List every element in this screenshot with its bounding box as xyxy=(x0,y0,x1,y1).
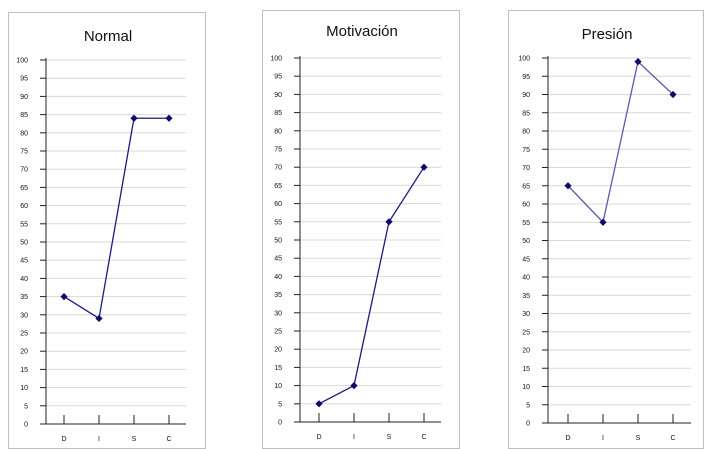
data-point-marker xyxy=(165,114,173,122)
data-point-marker xyxy=(564,182,572,190)
y-tick-label: 85 xyxy=(522,110,530,117)
data-point-marker xyxy=(130,114,138,122)
y-tick-label: 45 xyxy=(274,256,282,263)
y-tick-label: 65 xyxy=(20,185,28,192)
y-tick-label: 60 xyxy=(274,201,282,208)
data-point-marker xyxy=(385,218,393,226)
y-tick-label: 70 xyxy=(274,165,282,172)
y-tick-label: 0 xyxy=(278,420,282,427)
chart-title: Motivación xyxy=(326,23,398,40)
series-line xyxy=(63,117,169,320)
y-tick-label: 35 xyxy=(522,293,530,300)
y-tick-label: 45 xyxy=(20,258,28,265)
y-tick-label: 10 xyxy=(20,385,28,392)
x-tick-label: D xyxy=(61,436,66,443)
y-tick-label: 100 xyxy=(270,56,282,63)
chart-svg: Normal 0 5 10 15 20 25 30 35 40 45 50 55 60 65 70 75 80 85… xyxy=(16,28,186,443)
y-tick-label: 100 xyxy=(518,56,530,63)
chart-title: Presión xyxy=(582,26,633,43)
y-tick-label: 95 xyxy=(522,74,530,81)
x-tick-label: D xyxy=(316,434,321,441)
y-tick-label: 10 xyxy=(522,384,530,391)
data-point-marker xyxy=(315,400,323,408)
y-tick-label: 20 xyxy=(20,349,28,356)
x-tick-label: I xyxy=(602,435,604,442)
y-tick-label: 90 xyxy=(274,92,282,99)
y-tick-label: 80 xyxy=(20,130,28,137)
chart-panel-normal: Normal 0 5 10 15 20 25 30 35 40 45 50 55 60 65 70 75 80 85… xyxy=(8,12,206,449)
y-tick-label: 55 xyxy=(274,219,282,226)
chart-svg: Presión 0 5 10 15 20 25 30 35 40 45 50 55 60 65 70 75 80 8… xyxy=(518,26,691,442)
y-tick-label: 60 xyxy=(20,203,28,210)
y-tick-label: 70 xyxy=(20,167,28,174)
y-tick-label: 95 xyxy=(20,76,28,83)
y-tick-label: 15 xyxy=(522,366,530,373)
y-tick-label: 30 xyxy=(274,310,282,317)
x-tick-label: D xyxy=(565,435,570,442)
data-point-marker xyxy=(420,163,428,171)
y-tick-label: 95 xyxy=(274,74,282,81)
y-tick-label: 20 xyxy=(274,347,282,354)
x-tick-label: I xyxy=(98,436,100,443)
y-tick-label: 85 xyxy=(20,112,28,119)
y-tick-label: 5 xyxy=(278,401,282,408)
y-tick-label: 30 xyxy=(20,312,28,319)
data-point-marker xyxy=(95,314,103,323)
data-point-marker xyxy=(669,90,677,99)
y-tick-label: 80 xyxy=(522,129,530,136)
x-tick-label: S xyxy=(132,436,137,443)
y-tick-label: 20 xyxy=(522,348,530,355)
y-tick-label: 30 xyxy=(522,311,530,318)
y-tick-label: 50 xyxy=(274,238,282,245)
y-tick-label: 0 xyxy=(526,421,530,428)
y-tick-label: 60 xyxy=(522,202,530,209)
y-tick-label: 90 xyxy=(20,94,28,101)
y-tick-label: 25 xyxy=(20,331,28,338)
y-tick-label: 0 xyxy=(24,422,28,429)
y-tick-label: 50 xyxy=(20,240,28,247)
data-point-marker xyxy=(60,293,68,301)
chart-panel-motivacion: Motivación 0 5 10 15 20 25 30 35 40 45 50 55 60 65 70 75… xyxy=(262,10,460,449)
y-tick-label: 25 xyxy=(522,329,530,336)
chart-svg: Motivación 0 5 10 15 20 25 30 35 40 45 50 55 60 65 70 75… xyxy=(270,23,441,441)
data-point-marker xyxy=(599,218,607,226)
y-tick-label: 65 xyxy=(522,183,530,190)
y-tick-label: 25 xyxy=(274,329,282,336)
y-tick-label: 15 xyxy=(20,367,28,374)
y-tick-label: 65 xyxy=(274,183,282,190)
y-tick-label: 75 xyxy=(522,147,530,154)
y-tick-label: 45 xyxy=(522,256,530,263)
y-tick-label: 10 xyxy=(274,383,282,390)
chart-title: Normal xyxy=(84,28,132,45)
x-tick-label: I xyxy=(353,434,355,441)
y-tick-label: 5 xyxy=(24,403,28,410)
y-tick-label: 40 xyxy=(20,276,28,283)
y-tick-label: 75 xyxy=(20,149,28,156)
x-tick-label: S xyxy=(636,435,641,442)
chart-panel-presion: Presión 0 5 10 15 20 25 30 35 40 45 50 55 60 65 70 75 80 8… xyxy=(508,10,704,449)
y-tick-label: 40 xyxy=(522,275,530,282)
x-tick-label: C xyxy=(421,434,426,441)
y-tick-label: 55 xyxy=(522,220,530,227)
y-tick-label: 100 xyxy=(16,58,28,65)
y-tick-label: 70 xyxy=(522,165,530,172)
y-tick-label: 50 xyxy=(522,238,530,245)
y-tick-label: 40 xyxy=(274,274,282,281)
y-tick-label: 75 xyxy=(274,147,282,154)
data-point-marker xyxy=(350,382,358,390)
series-line xyxy=(567,60,674,224)
y-tick-label: 80 xyxy=(274,128,282,135)
y-tick-label: 85 xyxy=(274,110,282,117)
y-tick-label: 90 xyxy=(522,92,530,99)
x-tick-label: C xyxy=(670,435,675,442)
y-tick-label: 35 xyxy=(274,292,282,299)
y-tick-label: 55 xyxy=(20,221,28,228)
y-tick-label: 5 xyxy=(526,402,530,409)
x-tick-label: C xyxy=(166,436,171,443)
y-tick-label: 15 xyxy=(274,365,282,372)
x-tick-label: S xyxy=(387,434,392,441)
data-point-marker xyxy=(634,58,642,66)
series-line xyxy=(318,166,425,405)
y-tick-label: 35 xyxy=(20,294,28,301)
